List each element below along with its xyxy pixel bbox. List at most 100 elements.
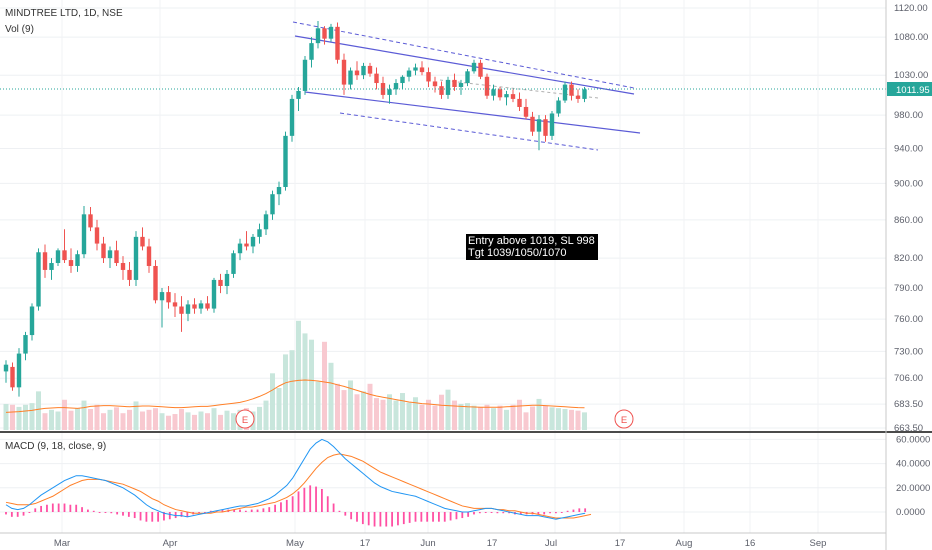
histogram-bar [122,512,124,516]
candle [445,76,451,99]
candle [549,111,555,141]
histogram-bar [367,512,370,526]
histogram-bar [461,512,464,519]
histogram-bar [502,512,505,514]
histogram-bar [209,510,212,512]
volume-bar [3,403,9,430]
histogram-bar [239,509,241,512]
volume-bar [517,399,522,430]
histogram-bar [432,512,434,522]
time-tick-label: 17 [487,538,498,549]
candle [244,231,249,251]
histogram-bar [315,486,317,512]
histogram-bar [57,503,60,512]
time-tick-label: Apr [163,538,178,549]
histogram-bar [537,512,540,515]
candle [367,62,373,77]
candle [276,181,282,206]
volume-bar [75,408,80,430]
histogram-bar [46,504,48,512]
histogram-bar [438,512,440,522]
volume-bar [439,394,444,430]
channel-upper-line [294,35,635,95]
histogram-bar [519,512,522,515]
time-tick-label: Sep [810,538,827,549]
symbol-title[interactable]: MINDTREE LTD, 1D, NSE [5,8,123,19]
histogram-bar [443,512,446,522]
volume-bar [380,399,386,430]
volume-bar [387,394,392,430]
candle [283,131,288,191]
volume-bar [530,406,535,430]
candle [81,206,87,259]
histogram-bar [22,512,25,516]
histogram-bar [174,512,177,519]
candle [231,250,236,278]
macd-tick-label: 40.0000 [896,459,930,470]
candle [387,84,392,104]
volume-bar [159,413,165,430]
volume-bar [374,398,379,430]
candle [315,20,321,49]
candle [94,219,100,251]
histogram-bar [180,512,183,517]
histogram-bar [256,509,259,512]
price-axis[interactable]: 663.50 683.50 706.00 730.00 760.00 790.00 820.… [894,3,928,434]
trade-note-line-1: Entry above 1019, SL 998 [468,235,595,247]
volume-bar [198,411,204,430]
candle [354,61,360,80]
volume-bar [432,405,438,430]
histogram-bar [303,487,306,512]
histogram-bar [10,512,13,517]
price-tick-label: 940.00 [894,144,923,155]
time-tick-label: Jul [545,538,557,549]
volume-bar [133,401,139,430]
price-candles [3,20,587,397]
candle [68,248,74,273]
time-axis[interactable]: Mar Apr May 17 Jun 17 Jul 17 Aug 16 Sep [54,538,827,549]
candle [413,63,418,76]
histogram-bar [578,508,581,512]
histogram-bar [204,512,206,513]
volume-bar [153,408,158,430]
candle [29,303,35,341]
volume-bar [445,389,451,430]
histogram-bar [338,510,341,512]
candle [205,296,210,311]
histogram-bar [508,512,510,514]
histogram-bar [356,512,358,522]
candle [224,269,230,295]
candle [517,92,522,112]
macd-tick-label: 0.0000 [896,507,925,518]
volume-bar [549,407,555,430]
candle [62,229,67,264]
histogram-bar [291,496,294,512]
price-tick-label: 1120.00 [894,3,928,14]
macd-axis[interactable]: 0.0000 20.0000 40.0000 60.0000 [896,434,930,518]
candle [471,59,477,74]
volume-bar [68,410,74,430]
time-tick-label: 17 [615,538,626,549]
trade-note-line-2: Tgt 1039/1050/1070 [468,247,567,259]
candle [140,227,145,251]
volume-bar [315,381,321,430]
volume-bar [348,380,353,430]
candle [530,111,535,136]
candle [510,89,516,103]
candle [439,81,444,99]
candle [452,73,457,91]
candle [458,79,464,95]
candle [406,67,412,82]
candle [159,288,165,328]
volume-indicator-label[interactable]: Vol (9) [5,24,34,35]
macd-indicator-label[interactable]: MACD (9, 18, close, 9) [5,441,106,452]
volume-bar [458,403,464,430]
earnings-marker[interactable]: E [614,409,634,429]
candle [328,23,334,42]
volume-bar [497,405,503,430]
earnings-marker[interactable]: E [235,409,255,429]
svg-text:1011.95: 1011.95 [896,85,930,96]
candle [185,300,191,322]
candle [556,97,561,117]
histogram-bar [63,503,66,512]
